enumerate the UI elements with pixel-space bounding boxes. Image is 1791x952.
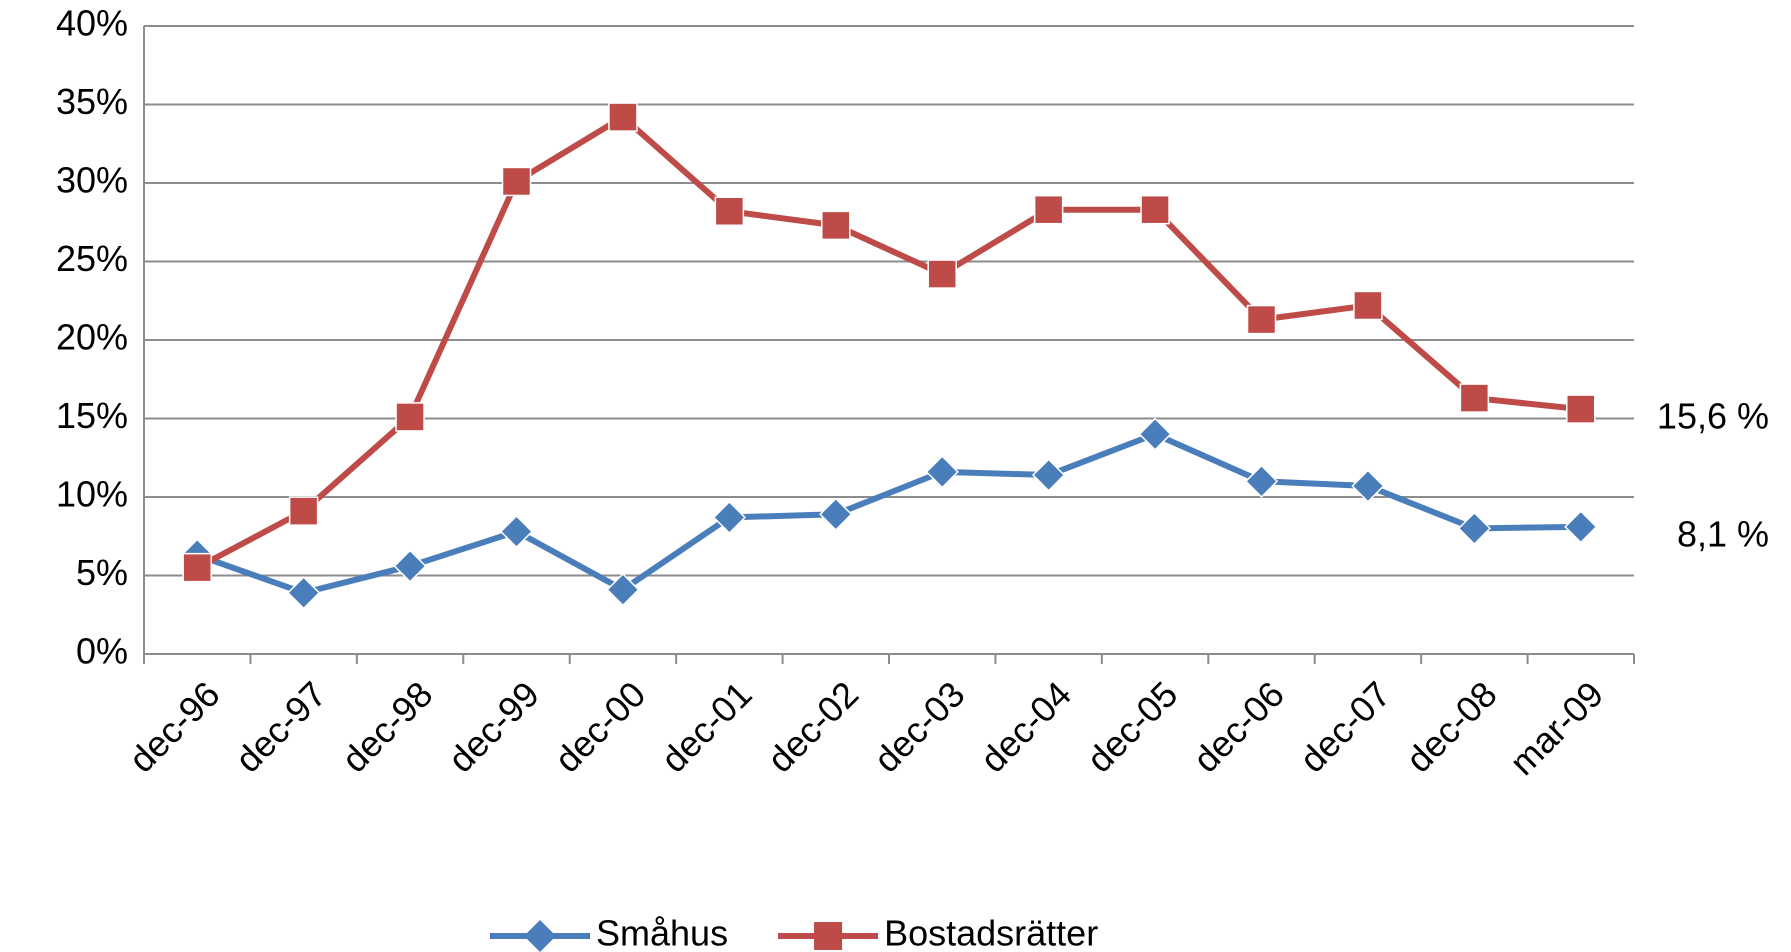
marker [1566, 394, 1596, 424]
legend-item: Småhus [490, 913, 728, 952]
legend-marker [814, 922, 843, 950]
marker [1246, 304, 1277, 335]
marker [712, 500, 747, 535]
marker [286, 576, 321, 610]
marker [501, 166, 532, 197]
marker [1033, 194, 1064, 225]
marker [714, 196, 745, 227]
data-label: 15,6 % [1657, 396, 1769, 437]
x-tick-label: dec-02 [759, 673, 866, 780]
marker [395, 402, 425, 432]
marker [393, 549, 427, 583]
y-tick-label: 10% [56, 474, 128, 515]
x-tick-label: dec-05 [1079, 673, 1186, 780]
marker [1351, 469, 1385, 503]
marker [499, 514, 534, 549]
x-tick-label: dec-07 [1291, 673, 1398, 780]
marker [1138, 417, 1172, 451]
x-tick-label: dec-96 [121, 673, 228, 780]
y-tick-label: 0% [76, 631, 128, 672]
marker [927, 259, 957, 289]
y-tick-label: 20% [56, 317, 128, 358]
marker [1353, 290, 1383, 321]
marker [925, 455, 959, 489]
x-tick-label: dec-03 [866, 673, 973, 780]
legend-label: Småhus [596, 913, 728, 952]
y-tick-label: 30% [56, 160, 128, 201]
data-label: 8,1 % [1677, 513, 1769, 554]
x-tick-label: dec-00 [546, 673, 653, 780]
marker [1244, 464, 1279, 498]
x-tick-label: dec-06 [1185, 673, 1292, 780]
marker [1564, 510, 1598, 544]
y-tick-label: 25% [56, 238, 128, 279]
series-line [196, 431, 1581, 596]
y-tick-label: 40% [56, 3, 128, 44]
marker [606, 572, 640, 607]
marker [1459, 383, 1490, 413]
legend-label: Bostadsrätter [884, 913, 1098, 952]
marker [821, 210, 851, 241]
marker [1140, 194, 1170, 225]
x-tick-label: dec-04 [972, 673, 1079, 780]
series-line [195, 114, 1582, 571]
legend-item: Bostadsrätter [778, 913, 1098, 952]
marker [819, 497, 853, 531]
x-tick-label: dec-99 [440, 673, 547, 780]
marker [1457, 511, 1492, 546]
x-tick-label: dec-01 [653, 673, 760, 780]
y-tick-label: 35% [56, 81, 128, 122]
marker [608, 102, 638, 132]
x-tick-label: dec-97 [227, 673, 334, 780]
marker [1031, 458, 1066, 492]
x-tick-label: mar-09 [1502, 673, 1612, 783]
marker [182, 552, 212, 583]
x-tick-label: dec-98 [334, 673, 441, 780]
marker [288, 496, 319, 526]
y-tick-label: 15% [56, 395, 128, 436]
y-tick-label: 5% [76, 552, 128, 593]
x-tick-label: dec-08 [1398, 673, 1505, 780]
legend-marker [524, 920, 556, 952]
